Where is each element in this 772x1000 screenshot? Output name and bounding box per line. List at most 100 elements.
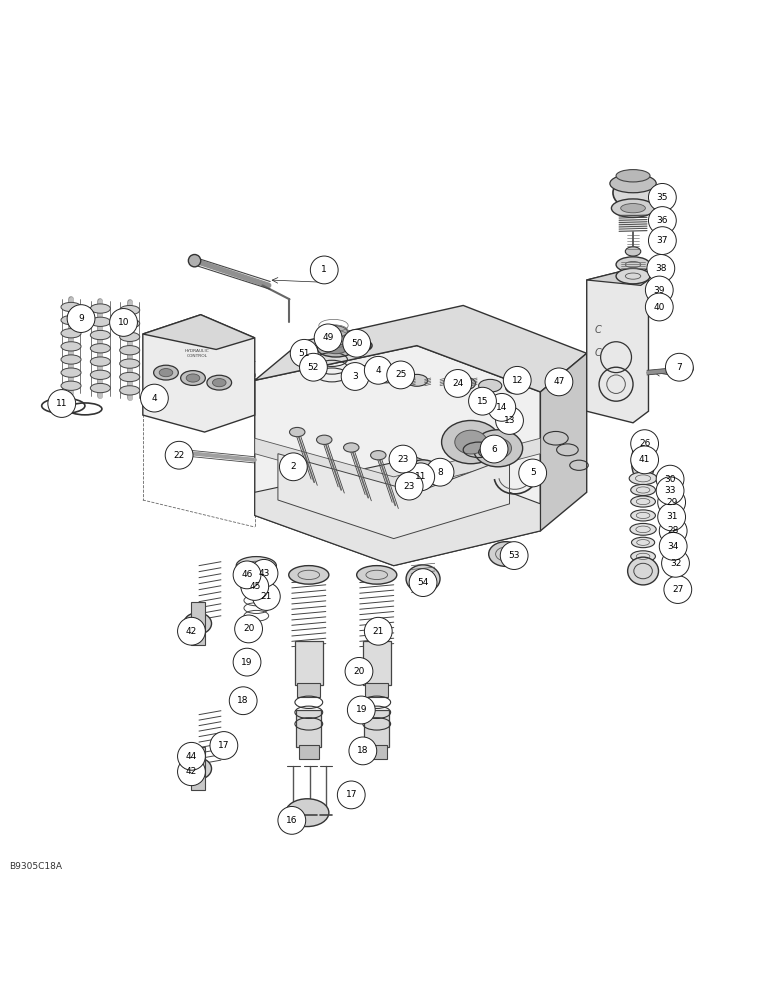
Circle shape bbox=[389, 445, 417, 473]
Ellipse shape bbox=[207, 375, 232, 390]
Ellipse shape bbox=[357, 566, 397, 584]
Text: 23: 23 bbox=[404, 482, 415, 491]
Text: 21: 21 bbox=[261, 592, 272, 601]
Text: 2: 2 bbox=[290, 462, 296, 471]
Ellipse shape bbox=[239, 570, 273, 585]
Ellipse shape bbox=[120, 332, 140, 341]
Circle shape bbox=[664, 576, 692, 603]
Ellipse shape bbox=[184, 613, 212, 634]
Ellipse shape bbox=[635, 441, 651, 454]
Bar bbox=[299, 745, 319, 759]
Ellipse shape bbox=[154, 365, 178, 380]
Bar bbox=[191, 602, 205, 645]
Text: 9: 9 bbox=[78, 314, 84, 323]
Text: 1: 1 bbox=[321, 265, 327, 274]
Circle shape bbox=[349, 737, 377, 765]
Circle shape bbox=[409, 569, 437, 596]
Circle shape bbox=[241, 573, 269, 600]
Circle shape bbox=[252, 583, 280, 610]
Circle shape bbox=[110, 309, 137, 336]
Ellipse shape bbox=[406, 374, 428, 386]
Text: 10: 10 bbox=[118, 318, 129, 327]
Bar bbox=[367, 745, 387, 759]
Circle shape bbox=[364, 617, 392, 645]
Circle shape bbox=[364, 356, 392, 384]
Circle shape bbox=[300, 353, 327, 381]
Text: 13: 13 bbox=[504, 416, 515, 425]
Text: 53: 53 bbox=[509, 551, 520, 560]
Ellipse shape bbox=[629, 472, 657, 485]
Ellipse shape bbox=[90, 330, 110, 340]
Circle shape bbox=[210, 732, 238, 759]
Ellipse shape bbox=[120, 386, 140, 395]
Text: 54: 54 bbox=[418, 578, 428, 587]
Bar bbox=[297, 683, 320, 697]
Ellipse shape bbox=[241, 580, 272, 593]
Text: 30: 30 bbox=[665, 475, 676, 484]
Circle shape bbox=[659, 532, 687, 560]
Polygon shape bbox=[587, 268, 648, 285]
Text: 8: 8 bbox=[437, 468, 443, 477]
Circle shape bbox=[345, 657, 373, 685]
Text: 43: 43 bbox=[259, 569, 269, 578]
Circle shape bbox=[662, 549, 689, 577]
Text: 50: 50 bbox=[351, 339, 362, 348]
Ellipse shape bbox=[120, 305, 140, 315]
Circle shape bbox=[444, 370, 472, 397]
Circle shape bbox=[519, 459, 547, 487]
Ellipse shape bbox=[90, 357, 110, 366]
Ellipse shape bbox=[181, 371, 205, 385]
Ellipse shape bbox=[186, 374, 200, 382]
Ellipse shape bbox=[352, 366, 377, 379]
Ellipse shape bbox=[317, 340, 354, 357]
Text: 16: 16 bbox=[286, 816, 297, 825]
Ellipse shape bbox=[625, 247, 641, 256]
Ellipse shape bbox=[174, 447, 185, 458]
Ellipse shape bbox=[371, 451, 386, 460]
Ellipse shape bbox=[631, 440, 655, 483]
Text: 6: 6 bbox=[491, 445, 497, 454]
Ellipse shape bbox=[631, 537, 655, 548]
Circle shape bbox=[645, 276, 673, 304]
Ellipse shape bbox=[630, 523, 656, 535]
Text: 28: 28 bbox=[668, 526, 679, 535]
Bar bbox=[191, 747, 205, 790]
Text: 42: 42 bbox=[186, 627, 197, 636]
Text: HYDRAULIC
CONTROL: HYDRAULIC CONTROL bbox=[185, 349, 209, 358]
Ellipse shape bbox=[394, 454, 416, 464]
Circle shape bbox=[310, 256, 338, 284]
Circle shape bbox=[165, 441, 193, 469]
Text: 20: 20 bbox=[243, 624, 254, 633]
Text: 44: 44 bbox=[186, 752, 197, 761]
Ellipse shape bbox=[506, 383, 526, 394]
Circle shape bbox=[337, 781, 365, 809]
Ellipse shape bbox=[61, 368, 81, 377]
Circle shape bbox=[343, 329, 371, 357]
Ellipse shape bbox=[61, 355, 81, 364]
Circle shape bbox=[645, 293, 673, 321]
Ellipse shape bbox=[484, 438, 512, 458]
Text: 52: 52 bbox=[308, 363, 319, 372]
Text: 26: 26 bbox=[639, 439, 650, 448]
Text: 11: 11 bbox=[415, 472, 426, 481]
Text: 47: 47 bbox=[554, 377, 564, 386]
Text: 42: 42 bbox=[186, 767, 197, 776]
Text: 49: 49 bbox=[323, 333, 334, 342]
Ellipse shape bbox=[631, 484, 655, 496]
Circle shape bbox=[480, 435, 508, 463]
Circle shape bbox=[496, 407, 523, 434]
Text: 17: 17 bbox=[218, 741, 229, 750]
Polygon shape bbox=[255, 458, 540, 566]
Text: C: C bbox=[595, 348, 601, 358]
Text: 22: 22 bbox=[174, 451, 185, 460]
Text: C: C bbox=[595, 325, 601, 335]
Circle shape bbox=[656, 465, 684, 493]
Ellipse shape bbox=[90, 383, 110, 393]
Ellipse shape bbox=[616, 268, 650, 284]
Text: 38: 38 bbox=[655, 264, 666, 273]
Ellipse shape bbox=[317, 332, 350, 351]
Ellipse shape bbox=[347, 341, 366, 350]
Text: 23: 23 bbox=[398, 455, 408, 464]
Ellipse shape bbox=[374, 370, 398, 383]
Ellipse shape bbox=[621, 204, 645, 213]
